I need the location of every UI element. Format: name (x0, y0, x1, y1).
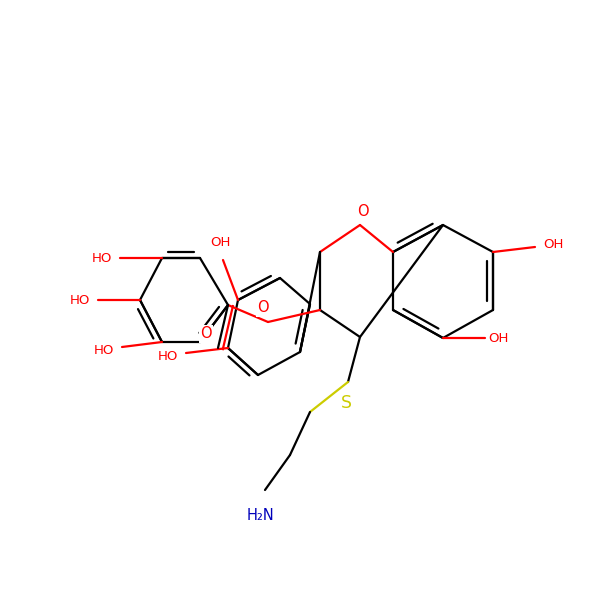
Text: HO: HO (158, 349, 178, 362)
Text: O: O (357, 203, 369, 218)
Text: O: O (200, 326, 212, 341)
Text: HO: HO (94, 343, 114, 356)
Text: O: O (257, 301, 269, 316)
Text: OH: OH (488, 331, 508, 344)
Text: OH: OH (210, 235, 230, 248)
Text: HO: HO (70, 293, 90, 307)
Text: S: S (341, 394, 352, 412)
Text: OH: OH (543, 238, 563, 251)
Text: H₂N: H₂N (246, 508, 274, 523)
Text: HO: HO (92, 251, 112, 265)
